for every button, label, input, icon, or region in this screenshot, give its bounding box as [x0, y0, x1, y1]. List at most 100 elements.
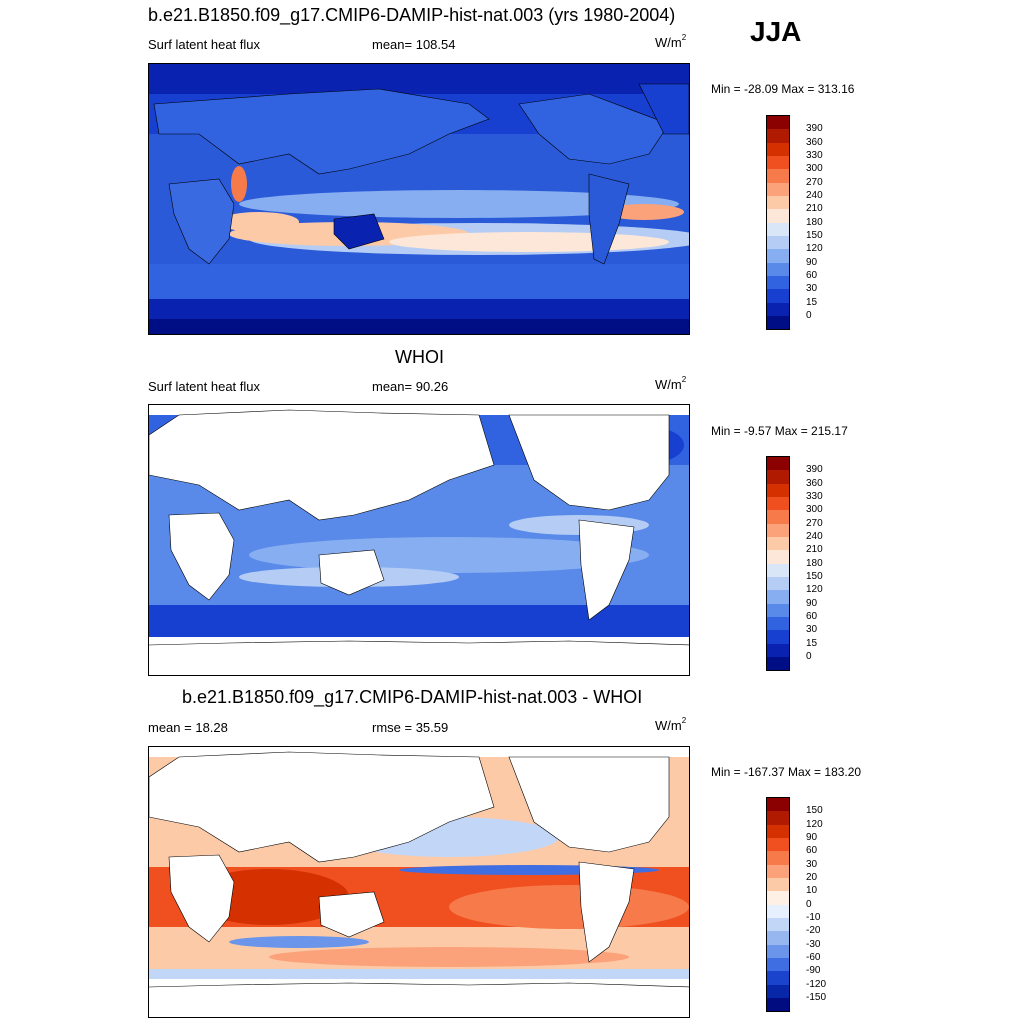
colorbar-tick: 60	[806, 845, 818, 856]
colorbar-swatch	[767, 563, 789, 577]
colorbar-swatch	[767, 235, 789, 250]
colorbar-tick: 390	[806, 123, 823, 134]
colorbar-tick: 0	[806, 899, 812, 910]
colorbar-swatch	[767, 590, 789, 604]
colorbar-swatch	[767, 877, 789, 892]
colorbar-swatch	[767, 116, 789, 130]
colorbar-swatch	[767, 931, 789, 945]
colorbar-tick: -90	[806, 965, 821, 976]
colorbar-swatch	[767, 155, 789, 170]
colorbar-swatch	[767, 262, 789, 276]
colorbar-swatch	[767, 656, 789, 671]
panel1-title: b.e21.B1850.f09_g17.CMIP6-DAMIP-hist-nat…	[148, 5, 676, 25]
colorbar-swatch	[767, 470, 789, 484]
colorbar-swatch	[767, 957, 789, 972]
colorbar-swatch	[767, 824, 789, 838]
panel3-rmse: rmse = 35.59	[372, 720, 449, 735]
panel3-title: b.e21.B1850.f09_g17.CMIP6-DAMIP-hist-nat…	[182, 687, 643, 707]
colorbar-tick: 330	[806, 491, 823, 502]
colorbar-tick: 330	[806, 150, 823, 161]
colorbar-tick: 0	[806, 651, 812, 662]
colorbar-tick: 150	[806, 805, 823, 816]
panel3-minmax: Min = -167.37 Max = 183.20	[711, 765, 862, 779]
colorbar-tick: -120	[806, 979, 827, 990]
colorbar-swatch	[767, 169, 789, 183]
panel3-colorbar	[766, 797, 790, 1013]
colorbar-tick: -30	[806, 939, 821, 950]
panel1-mean: mean= 108.54	[372, 37, 456, 52]
colorbar-swatch	[767, 576, 789, 591]
colorbar-swatch	[767, 851, 789, 865]
panel2-variable: Surf latent heat flux	[148, 379, 261, 394]
panel3-map	[148, 746, 690, 1018]
colorbar-swatch	[767, 289, 789, 303]
colorbar-swatch	[767, 550, 789, 564]
colorbar-swatch	[767, 798, 789, 812]
colorbar-tick: 30	[806, 283, 818, 294]
colorbar-swatch	[767, 971, 789, 985]
colorbar-tick: 90	[806, 832, 818, 843]
colorbar-tick: 180	[806, 558, 823, 569]
colorbar-tick: 360	[806, 137, 823, 148]
colorbar-tick: 60	[806, 611, 818, 622]
colorbar-tick: 20	[806, 872, 818, 883]
colorbar-swatch	[767, 643, 789, 657]
colorbar-tick: 300	[806, 163, 823, 174]
colorbar-tick: 150	[806, 230, 823, 241]
panel2-mean: mean= 90.26	[372, 379, 449, 394]
colorbar-swatch	[767, 510, 789, 524]
colorbar-swatch	[767, 496, 789, 511]
colorbar-tick: 120	[806, 584, 823, 595]
colorbar-tick: 30	[806, 624, 818, 635]
colorbar-tick: 30	[806, 859, 818, 870]
colorbar-tick: 300	[806, 504, 823, 515]
colorbar-swatch	[767, 536, 789, 551]
colorbar-tick: 240	[806, 531, 823, 542]
colorbar-swatch	[767, 523, 789, 537]
panel1-variable: Surf latent heat flux	[148, 37, 261, 52]
colorbar-swatch	[767, 984, 789, 998]
colorbar-tick: 90	[806, 598, 818, 609]
colorbar-swatch	[767, 315, 789, 330]
panel1-map	[148, 63, 690, 335]
colorbar-swatch	[767, 129, 789, 143]
colorbar-swatch	[767, 904, 789, 918]
colorbar-swatch	[767, 483, 789, 497]
colorbar-swatch	[767, 891, 789, 905]
panel2-units: W/m2	[655, 375, 687, 392]
colorbar-tick: -60	[806, 952, 821, 963]
colorbar-swatch	[767, 275, 789, 290]
colorbar-tick: 210	[806, 544, 823, 555]
colorbar-tick: -10	[806, 912, 821, 923]
colorbar-swatch	[767, 630, 789, 644]
colorbar-tick: 180	[806, 217, 823, 228]
colorbar-swatch	[767, 302, 789, 316]
colorbar-tick: 270	[806, 177, 823, 188]
colorbar-swatch	[767, 917, 789, 932]
colorbar-swatch	[767, 222, 789, 236]
colorbar-swatch	[767, 616, 789, 631]
colorbar-tick: 240	[806, 190, 823, 201]
panel1-colorbar	[766, 115, 790, 331]
colorbar-swatch	[767, 944, 789, 958]
panel2-map	[148, 404, 690, 676]
colorbar-tick: 150	[806, 571, 823, 582]
colorbar-swatch	[767, 142, 789, 156]
colorbar-tick: -20	[806, 925, 821, 936]
panel1-minmax: Min = -28.09 Max = 313.16	[711, 82, 855, 96]
colorbar-swatch	[767, 195, 789, 210]
colorbar-swatch	[767, 864, 789, 878]
colorbar-tick: 270	[806, 518, 823, 529]
colorbar-swatch	[767, 997, 789, 1012]
colorbar-tick: 15	[806, 638, 818, 649]
colorbar-swatch	[767, 209, 789, 223]
season-label: JJA	[750, 16, 802, 47]
panel2-title: WHOI	[395, 347, 444, 367]
colorbar-tick: 60	[806, 270, 818, 281]
colorbar-swatch	[767, 811, 789, 825]
colorbar-tick: 120	[806, 243, 823, 254]
colorbar-tick: -150	[806, 992, 827, 1003]
colorbar-tick: 90	[806, 257, 818, 268]
colorbar-swatch	[767, 837, 789, 852]
panel3-units: W/m2	[655, 716, 687, 733]
